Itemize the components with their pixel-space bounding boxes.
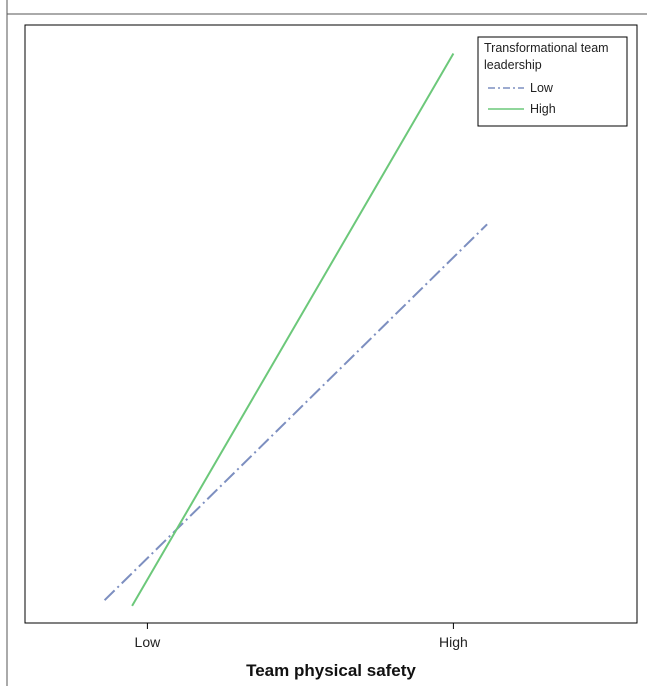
legend-entries: Low High xyxy=(488,81,556,116)
legend: Transformational team leadership Low High xyxy=(477,36,628,127)
x-tick-label-high: High xyxy=(439,634,468,650)
legend-label-high: High xyxy=(530,102,556,116)
legend-label-low: Low xyxy=(530,81,554,95)
series-line-low xyxy=(103,223,488,601)
legend-title: Transformational team leadership xyxy=(484,41,609,72)
x-axis-title: Team physical safety xyxy=(246,661,416,680)
series-layer xyxy=(103,52,488,607)
x-tick-label-low: Low xyxy=(135,634,162,650)
series-line-high xyxy=(131,52,455,607)
legend-box xyxy=(477,36,628,127)
x-axis-ticks xyxy=(146,623,454,629)
x-axis-tick-labels: Low High xyxy=(135,634,468,650)
plot-area xyxy=(24,24,638,624)
